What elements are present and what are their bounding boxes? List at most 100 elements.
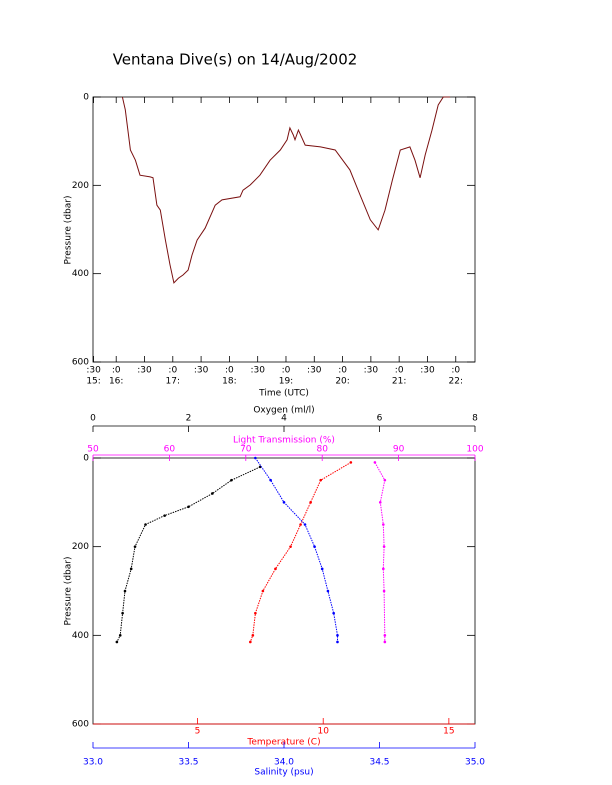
profile-line bbox=[254, 457, 338, 642]
x-tick-label: 100 bbox=[466, 445, 483, 455]
profile-point bbox=[309, 501, 312, 504]
x-tick-label: 6 bbox=[377, 414, 383, 424]
x-tick-label: 5 bbox=[195, 727, 201, 737]
profile-point bbox=[282, 501, 286, 504]
x-tick-label: 34.0 bbox=[274, 758, 294, 768]
x-tick-label: :30 bbox=[420, 366, 435, 376]
data-line bbox=[121, 96, 451, 284]
x-tick-label: :0 bbox=[451, 366, 460, 376]
x-tick-label: :0 bbox=[395, 366, 404, 376]
x-tick-hour-label: 15: bbox=[86, 377, 100, 387]
profile-point bbox=[211, 492, 214, 495]
profile-point bbox=[299, 523, 302, 526]
x-tick-hour-label: 20: bbox=[335, 377, 349, 387]
profile-point bbox=[383, 634, 387, 637]
x-tick-hour-label: 21: bbox=[392, 377, 406, 387]
profile-point bbox=[258, 465, 262, 469]
profile-point bbox=[382, 567, 385, 571]
profile-point bbox=[251, 634, 255, 637]
profile-point bbox=[313, 545, 316, 548]
x-tick-label: :30 bbox=[307, 366, 322, 376]
profile-point bbox=[332, 611, 335, 615]
y-tick-label: 400 bbox=[72, 631, 89, 641]
profile-point bbox=[382, 523, 385, 526]
x-tick-label: :30 bbox=[137, 366, 152, 376]
profile-point bbox=[133, 545, 137, 548]
profile-point bbox=[320, 567, 324, 571]
profile-point bbox=[230, 478, 233, 482]
profile-point bbox=[144, 523, 147, 526]
x-axis-label: Salinity (psu) bbox=[254, 768, 313, 778]
x-tick-label: 10 bbox=[317, 727, 329, 737]
x-tick-label: :0 bbox=[168, 366, 177, 376]
x-axis-label: Time (UTC) bbox=[258, 389, 309, 399]
profile-point bbox=[303, 523, 307, 526]
x-tick-label: :0 bbox=[112, 366, 121, 376]
x-tick-label: 33.0 bbox=[83, 758, 103, 768]
profile-point bbox=[319, 478, 322, 482]
x-tick-label: :0 bbox=[225, 366, 234, 376]
profile-point bbox=[123, 589, 127, 593]
x-axis-label: Temperature (C) bbox=[246, 738, 320, 748]
profile-point bbox=[163, 514, 166, 517]
x-tick-label: 33.5 bbox=[178, 758, 198, 768]
profile-point bbox=[115, 640, 119, 644]
x-tick-label: 8 bbox=[472, 414, 478, 424]
y-axis-label: Pressure (dbar) bbox=[64, 196, 74, 265]
profile-point bbox=[336, 634, 339, 637]
x-tick-label: 50 bbox=[87, 445, 99, 455]
y-tick-label: 600 bbox=[72, 720, 89, 730]
x-tick-label: 80 bbox=[316, 445, 328, 455]
y-tick-label: 400 bbox=[72, 269, 89, 279]
profile-point bbox=[187, 505, 190, 509]
x-tick-hour-label: 22: bbox=[449, 377, 463, 387]
x-tick-label: 4 bbox=[281, 414, 287, 424]
profile-point bbox=[382, 545, 386, 548]
x-tick-label: 34.5 bbox=[369, 758, 389, 768]
profile-point bbox=[336, 640, 339, 644]
x-tick-hour-label: 16: bbox=[109, 377, 123, 387]
y-tick-label: 0 bbox=[83, 454, 89, 464]
profile-point bbox=[274, 567, 277, 571]
x-tick-label: :30 bbox=[364, 366, 379, 376]
x-tick-label: 90 bbox=[393, 445, 405, 455]
y-tick-label: 200 bbox=[72, 542, 89, 552]
x-tick-label: :0 bbox=[338, 366, 347, 376]
profile-point bbox=[254, 611, 257, 615]
profile-point bbox=[121, 611, 124, 615]
profile-point bbox=[383, 478, 387, 482]
y-axis-label: Pressure (dbar) bbox=[64, 557, 74, 626]
profile-point bbox=[349, 461, 353, 464]
x-tick-label: 15 bbox=[443, 727, 454, 737]
profile-line bbox=[116, 466, 261, 643]
profile-point bbox=[326, 589, 330, 593]
y-tick-label: 0 bbox=[83, 93, 89, 103]
x-tick-label: :30 bbox=[194, 366, 209, 376]
x-tick-hour-label: 19: bbox=[279, 377, 293, 387]
x-tick-label: :0 bbox=[282, 366, 291, 376]
y-tick-label: 600 bbox=[72, 358, 89, 368]
profile-point bbox=[269, 478, 272, 482]
x-tick-hour-label: 18: bbox=[222, 377, 236, 387]
profile-line bbox=[374, 462, 386, 642]
profile-point bbox=[289, 545, 292, 548]
x-tick-label: 60 bbox=[164, 445, 176, 455]
profile-point bbox=[373, 461, 377, 464]
x-axis-label: Oxygen (ml/l) bbox=[253, 406, 314, 416]
plot-frame bbox=[92, 457, 476, 725]
x-tick-label: :30 bbox=[86, 366, 101, 376]
plot-frame bbox=[92, 96, 476, 363]
x-tick-label: 35.0 bbox=[465, 758, 485, 768]
profile-point bbox=[382, 589, 386, 593]
x-tick-label: :30 bbox=[250, 366, 265, 376]
x-tick-hour-label: 17: bbox=[166, 377, 180, 387]
x-tick-label: 70 bbox=[240, 445, 252, 455]
x-axis-label: Light Transmission (%) bbox=[233, 436, 335, 446]
y-tick-label: 200 bbox=[72, 181, 89, 191]
profile-point bbox=[378, 501, 382, 504]
chart-title: Ventana Dive(s) on 14/Aug/2002 bbox=[113, 51, 358, 69]
profile-point bbox=[129, 567, 133, 571]
profile-point bbox=[118, 634, 122, 637]
